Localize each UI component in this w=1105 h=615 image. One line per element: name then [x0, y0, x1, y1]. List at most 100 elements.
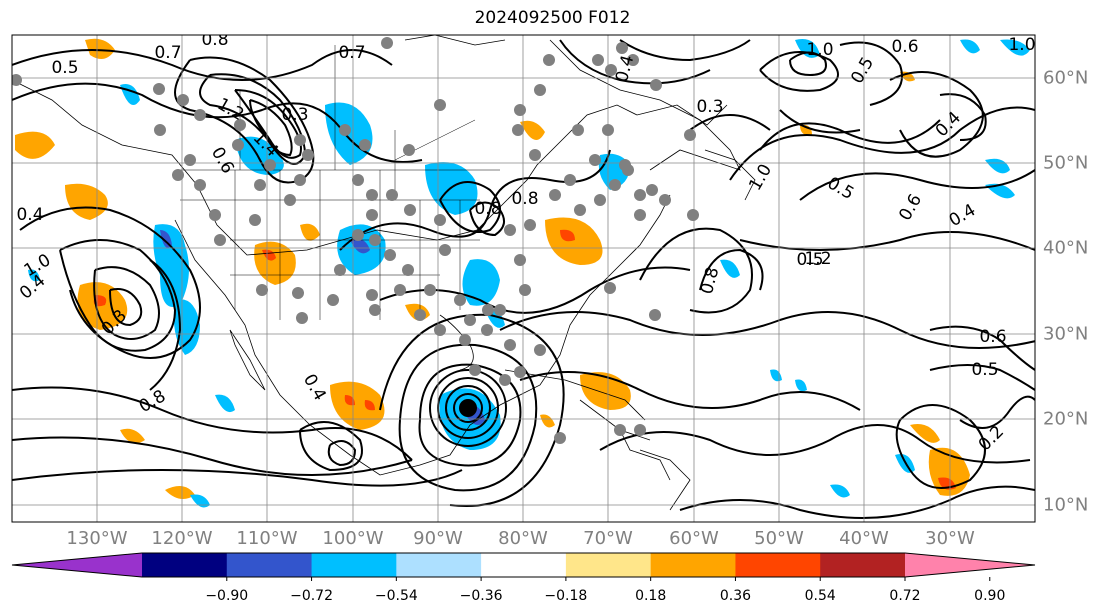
contour-label: 0.7: [154, 43, 181, 63]
station-dot: [327, 294, 339, 306]
station-dot: [459, 334, 471, 346]
colorbar-extend-high: [905, 553, 1035, 577]
station-dot: [256, 284, 268, 296]
station-dot: [592, 54, 604, 66]
station-dot: [604, 282, 616, 294]
station-dot: [402, 264, 414, 276]
station-dot: [614, 424, 626, 436]
station-dot: [177, 94, 189, 106]
station-dot: [622, 164, 634, 176]
colorbar-segment: [142, 553, 228, 577]
station-dot: [609, 179, 621, 191]
colorbar-segment: [226, 553, 313, 577]
contour-label: 0.8: [474, 199, 501, 219]
colorbar-tick-label: −0.36: [459, 588, 503, 604]
station-dot: [634, 424, 646, 436]
station-dot: [154, 124, 166, 136]
station-dot: [12, 74, 22, 86]
station-dot: [366, 289, 378, 301]
station-dot: [494, 304, 506, 316]
station-dot: [294, 174, 306, 186]
station-dot: [214, 234, 226, 246]
lat-tick-label: 50°N: [1043, 152, 1089, 174]
station-dot: [469, 364, 481, 376]
colorbar: [11, 552, 1036, 581]
contour-label: 1.2: [804, 249, 831, 269]
contour-label: 0.3: [281, 105, 308, 125]
station-dot: [514, 366, 526, 378]
station-dot: [254, 179, 266, 191]
station-dot: [434, 324, 446, 336]
station-dot: [434, 99, 446, 111]
station-dot: [172, 169, 184, 181]
map-frame: [11, 34, 1036, 523]
colorbar-segment: [820, 553, 906, 577]
contour-label: 0.8: [511, 189, 538, 209]
contour-label: 0.5: [796, 250, 823, 270]
lon-tick-label: 50°W: [754, 528, 804, 549]
station-dot: [234, 119, 246, 131]
station-dot: [602, 124, 614, 136]
station-dot: [454, 294, 466, 306]
colorbar-extend-low: [12, 553, 142, 577]
colorbar-segment: [396, 553, 482, 577]
station-dot: [482, 304, 494, 316]
lon-tick-label: 80°W: [498, 528, 548, 549]
station-dot: [352, 229, 364, 241]
station-dot: [209, 209, 221, 221]
contour-label: 0.6: [979, 327, 1006, 347]
station-dot: [366, 209, 378, 221]
station-dot: [381, 37, 393, 49]
station-dot: [659, 194, 671, 206]
colorbar-tick-label: 0.72: [889, 588, 921, 604]
gridlines: [12, 35, 1035, 522]
colorbar-tick-label: −0.18: [544, 588, 588, 604]
station-dot: [414, 309, 426, 321]
station-dot: [294, 134, 306, 146]
station-dot: [504, 224, 516, 236]
station-dot: [572, 124, 584, 136]
station-dot: [634, 189, 646, 201]
station-dot: [534, 84, 546, 96]
station-dot: [650, 79, 662, 91]
contour-label: 0.8: [201, 30, 228, 50]
station-dot: [424, 284, 436, 296]
contour-label: 0.4: [16, 205, 43, 225]
lon-tick-label: 60°W: [669, 528, 719, 549]
station-dot: [366, 189, 378, 201]
station-dot: [394, 284, 406, 296]
station-dot: [514, 104, 526, 116]
station-dot: [386, 189, 398, 201]
station-dot: [616, 42, 628, 54]
station-dot: [264, 159, 276, 171]
station-dot: [514, 254, 526, 266]
lon-tick-label: 40°W: [839, 528, 889, 549]
station-dot: [302, 149, 314, 161]
station-dot: [184, 154, 196, 166]
station-dot: [404, 204, 416, 216]
lon-tick-label: 120°W: [151, 528, 213, 549]
station-dot: [359, 139, 371, 151]
lon-tick-label: 110°W: [236, 528, 298, 549]
station-dot: [605, 64, 617, 76]
contour-label: 0.6: [891, 37, 918, 57]
station-dot: [194, 179, 206, 191]
colorbar-tick-label: −0.90: [205, 588, 249, 604]
station-dot: [481, 324, 493, 336]
lon-tick-label: 90°W: [413, 528, 463, 549]
station-dot: [519, 284, 531, 296]
station-dot: [549, 189, 561, 201]
station-dots: [12, 37, 699, 444]
lat-tick-label: 40°N: [1043, 237, 1089, 259]
colorbar-tick-label: −0.72: [290, 588, 333, 604]
lat-tick-label: 10°N: [1043, 494, 1089, 516]
contour-label: 0.5: [971, 360, 998, 380]
colorbar-segment: [650, 553, 736, 577]
station-dot: [464, 314, 476, 326]
lat-tick-label: 60°N: [1043, 67, 1089, 89]
station-dot: [339, 124, 351, 136]
station-dot: [384, 249, 396, 261]
station-dot: [564, 174, 576, 186]
station-dot: [369, 234, 381, 246]
